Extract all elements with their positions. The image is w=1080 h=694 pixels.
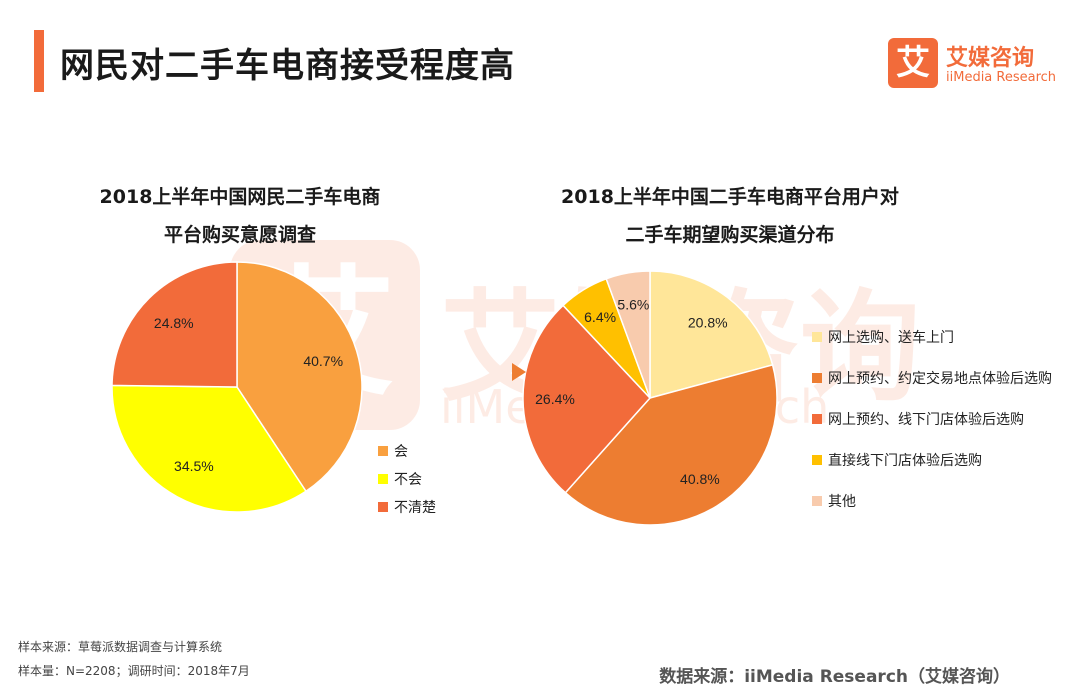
left-legend-label-0: 会 (394, 444, 408, 460)
left-pie-label-2: 24.8% (154, 315, 194, 331)
right-chart-title-line2: 二手车期望购买渠道分布 (625, 224, 835, 246)
right-legend-item-4: 其他 (812, 482, 1052, 523)
logo-mark: 艾 (888, 38, 938, 88)
right-legend: 网上选购、送车上门网上预约、约定交易地点体验后选购 网上预约、线下门店体验后选购直… (812, 318, 1052, 523)
right-legend-label-4: 其他 (828, 494, 856, 510)
right-legend-item-3: 直接线下门店体验后选购 (812, 441, 1052, 482)
right-pie-slice-2 (522, 304, 652, 494)
right-pie-slice-0 (649, 270, 774, 399)
left-pie-label-1: 34.5% (174, 458, 214, 474)
right-legend-item-0: 网上选购、送车上门 (812, 318, 1052, 359)
left-pie-slice-2 (111, 261, 238, 388)
brand-logo: 艾 艾媒咨询 iiMedia Research (888, 38, 1058, 92)
left-pie-chart: 40.7% 34.5% 24.8% (111, 261, 363, 513)
right-legend-label-2: 网上预约、线下门店体验后选购 (828, 412, 1024, 428)
right-legend-swatch-4 (812, 496, 822, 506)
data-source: 数据来源：iiMedia Research（艾媒咨询） (659, 667, 1010, 687)
right-pie-label-1: 40.8% (680, 471, 720, 487)
right-legend-label-0: 网上选购、送车上门 (828, 330, 954, 346)
left-legend-swatch-0 (378, 446, 388, 456)
left-chart-title: 2018上半年中国网民二手车电商 平台购买意愿调查 (80, 178, 400, 254)
left-legend-label-1: 不会 (394, 472, 422, 488)
left-chart-title-line2: 平台购买意愿调查 (163, 224, 316, 246)
right-pie-label-4: 5.6% (617, 296, 649, 312)
left-legend-item-2: 不清楚 (378, 494, 436, 522)
title-accent-bar (34, 30, 44, 92)
left-legend-swatch-2 (378, 502, 388, 512)
left-legend-swatch-1 (378, 474, 388, 484)
right-pie-label-0: 20.8% (688, 315, 728, 331)
right-pie-slice-4 (605, 270, 651, 399)
right-pie-label-3: 6.4% (584, 309, 616, 325)
flow-arrow (372, 363, 526, 381)
right-pie-chart: 20.8% 40.8% 26.4% 6.4%5.6% (522, 270, 778, 526)
left-pie-slice-1 (111, 384, 307, 513)
logo-text-cn: 艾媒咨询 (946, 46, 1035, 71)
left-legend: 会不会 不清楚 (378, 438, 436, 522)
right-chart-title: 2018上半年中国二手车电商平台用户对 二手车期望购买渠道分布 (520, 178, 940, 254)
page-title: 网民对二手车电商接受程度高 (60, 46, 515, 86)
sample-size-note: 样本量：N=2208；调研时间：2018年7月 (18, 664, 250, 678)
right-legend-swatch-1 (812, 373, 822, 383)
right-chart-title-line1: 2018上半年中国二手车电商平台用户对 (561, 186, 899, 208)
right-legend-swatch-2 (812, 414, 822, 424)
right-legend-label-1: 网上预约、约定交易地点体验后选购 (828, 371, 1052, 387)
right-legend-item-1: 网上预约、约定交易地点体验后选购 (812, 359, 1052, 400)
left-chart-title-line1: 2018上半年中国网民二手车电商 (99, 186, 381, 208)
right-pie-slice-1 (564, 363, 778, 526)
flow-arrow-head (512, 363, 526, 381)
right-legend-label-3: 直接线下门店体验后选购 (828, 453, 982, 469)
right-legend-swatch-0 (812, 332, 822, 342)
logo-text-en: iiMedia Research (946, 70, 1057, 85)
right-legend-swatch-3 (812, 455, 822, 465)
right-pie-label-2: 26.4% (535, 391, 575, 407)
left-legend-item-0: 会 (378, 438, 436, 466)
right-legend-item-2: 网上预约、线下门店体验后选购 (812, 400, 1052, 441)
left-legend-item-1: 不会 (378, 466, 436, 494)
left-legend-label-2: 不清楚 (394, 500, 436, 516)
left-pie-label-0: 40.7% (303, 353, 343, 369)
sample-source-note: 样本来源：草莓派数据调查与计算系统 (18, 640, 223, 654)
